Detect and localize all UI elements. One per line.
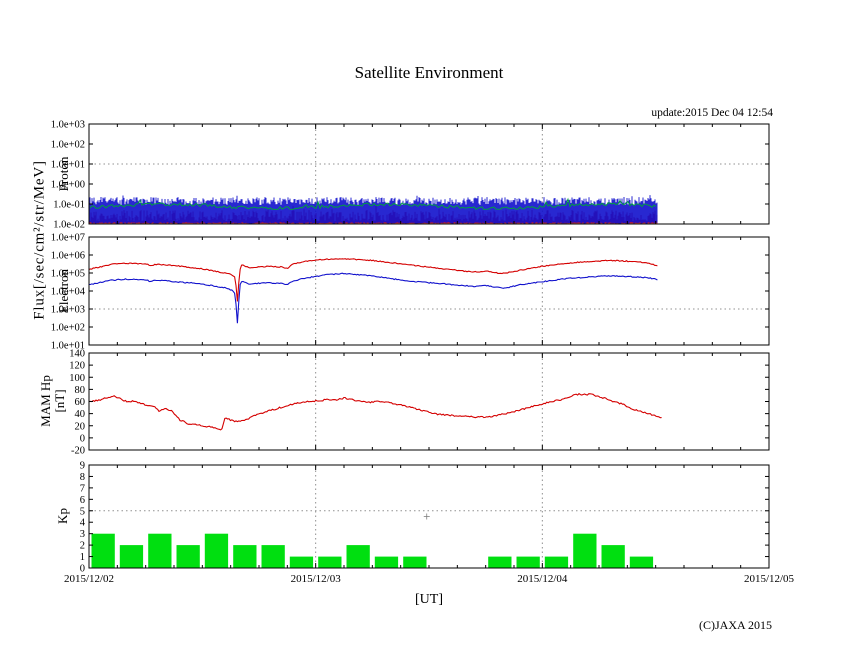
kp-bar: [148, 533, 172, 568]
y-tick-label: 140: [69, 349, 85, 360]
page-title: Satellite Environment: [354, 63, 504, 82]
update-timestamp: update:2015 Dec 04 12:54: [651, 107, 773, 119]
time-axis-unit-label: [UT]: [415, 592, 443, 607]
copyright-label: (C)JAXA 2015: [698, 618, 772, 632]
y-tick-label: 8: [80, 472, 85, 483]
y-tick-label: 1.0e+05: [51, 269, 85, 280]
y-tick-label: 1: [80, 552, 85, 563]
kp-bar: [233, 545, 257, 568]
x-tick-label: 2015/12/04: [517, 573, 568, 585]
kp-bar: [346, 545, 370, 568]
kp-bar: [119, 545, 144, 568]
mam-hp-nt--panel-frame: [88, 352, 770, 451]
y-tick-label: 9: [80, 461, 85, 472]
y-tick-label: 6: [80, 495, 85, 506]
y-tick-label: 7: [80, 483, 85, 494]
y-tick-label: 1.0e+02: [51, 140, 85, 151]
y-tick-label: 1.0e-01: [53, 200, 85, 211]
y-tick-label: 1.0e+06: [51, 251, 85, 262]
y-tick-label: 1.0e+00: [51, 180, 85, 191]
kp-bar: [629, 556, 654, 568]
kp-bar: [204, 533, 229, 568]
y-tick-label: 1.0e+07: [51, 233, 85, 244]
y-tick-label: 60: [75, 397, 86, 408]
y-tick-label: 1.0e+01: [51, 160, 85, 171]
electron-low-trace: [88, 272, 658, 324]
kp-bar: [544, 556, 569, 568]
y-tick-label: 1.0e-02: [53, 220, 85, 231]
y-tick-label: 5: [80, 506, 85, 517]
kp-bar: [403, 556, 427, 568]
kp-bar: [318, 556, 342, 568]
kp-bar: [488, 556, 512, 568]
y-tick-label: 40: [75, 409, 86, 420]
y-tick-label: 2: [80, 541, 85, 552]
kp-bar: [516, 556, 540, 568]
y-tick-label: 80: [75, 385, 86, 396]
y-tick-label: 3: [80, 529, 85, 540]
x-tick-label: 2015/12/05: [744, 573, 795, 585]
x-tick-label: 2015/12/03: [291, 573, 342, 585]
y-tick-label: 1.0e+03: [51, 305, 85, 316]
kp-bar: [176, 545, 200, 568]
y-tick-label: 1.0e+01: [51, 341, 85, 352]
electron-high-trace: [88, 258, 658, 302]
proton-green-trace: [89, 197, 657, 211]
electron-panel-frame: [88, 236, 770, 346]
y-tick-label: 20: [75, 421, 86, 432]
kp-bar: [91, 533, 115, 568]
y-tick-label: 0: [80, 433, 85, 444]
kp-bar: [573, 533, 597, 568]
y-tick-label: 1.0e+04: [51, 287, 86, 298]
mam-hp-trace: [89, 392, 662, 431]
y-tick-label: 0: [80, 564, 85, 575]
kp-bar: [261, 545, 285, 568]
kp-bar: [601, 545, 625, 568]
kp-bar: [374, 556, 399, 568]
y-tick-label: 100: [69, 373, 85, 384]
y-tick-label: 120: [69, 361, 85, 372]
x-tick-label: 2015/12/02: [64, 573, 114, 585]
y-tick-label: -20: [71, 446, 85, 457]
y-tick-label: 1.0e+02: [51, 323, 85, 334]
y-tick-label: 1.0e+03: [51, 120, 85, 131]
y-tick-label: 4: [80, 518, 86, 529]
kp-bar: [289, 556, 314, 568]
